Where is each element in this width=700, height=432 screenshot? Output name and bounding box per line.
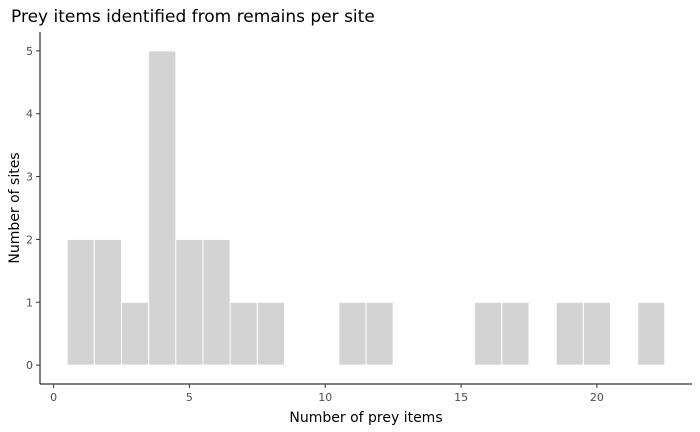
x-tick-label: 0 [50,391,57,404]
x-tick-label: 20 [590,391,604,404]
bar-2 [93,238,123,366]
y-axis-ticks: 0 1 2 3 4 5 [26,45,40,372]
bar-4 [148,50,177,366]
bar-20 [582,301,611,366]
y-tick-label: 0 [26,359,33,372]
bar-22 [637,301,666,366]
y-tick-label: 5 [26,45,33,58]
x-axis-label: Number of prey items [289,410,442,426]
bars-group [66,50,666,366]
bar-17 [501,301,530,366]
x-axis-ticks: 0 5 10 15 20 [50,384,604,404]
x-tick-label: 10 [318,391,332,404]
bar-7 [229,301,258,366]
y-axis-label: Number of sites [7,152,23,263]
x-tick-label: 5 [186,391,193,404]
y-tick-label: 3 [26,171,33,184]
y-tick-label: 2 [26,233,33,246]
bar-3 [121,301,150,366]
bar-8 [256,301,286,366]
bar-11 [338,301,367,366]
bar-1 [66,238,95,366]
bar-6 [202,238,231,366]
x-tick-label: 15 [454,391,468,404]
y-tick-label: 4 [26,108,33,121]
bar-5 [175,238,204,366]
bar-16 [474,301,503,366]
bar-12 [365,301,394,366]
chart-title: Prey items identified from remains per s… [11,7,375,27]
y-tick-label: 1 [26,296,33,309]
bar-19 [555,301,584,366]
